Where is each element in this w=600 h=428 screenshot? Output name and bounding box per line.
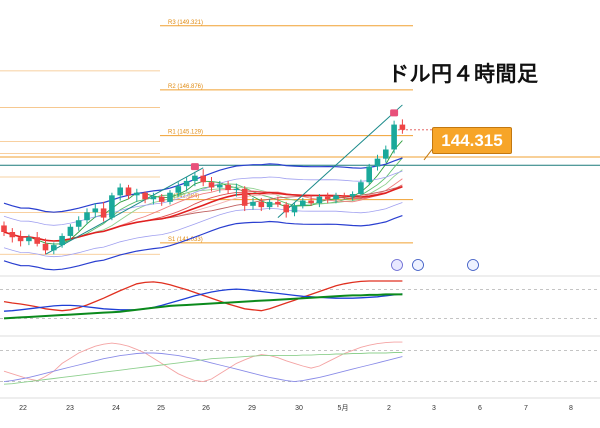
candle-body — [183, 180, 190, 187]
candle-body — [200, 175, 206, 183]
candle-body — [366, 166, 372, 183]
candle-body — [333, 195, 339, 200]
x-tick-label: 25 — [157, 405, 165, 412]
candle-body — [208, 182, 215, 188]
x-tick-label: 5月 — [338, 404, 349, 412]
x-tick-label: 3 — [432, 405, 436, 412]
candle-body — [291, 205, 298, 213]
candle-body — [167, 192, 173, 202]
candle-body — [125, 187, 132, 196]
candle-body — [92, 208, 99, 213]
candle-body — [75, 220, 82, 227]
candle-body — [192, 175, 198, 181]
candle-body — [258, 201, 265, 208]
x-tick-label: 23 — [66, 405, 74, 412]
x-tick-label: 26 — [202, 405, 210, 412]
x-tick-label: 6 — [478, 405, 482, 412]
oscillator-1-series-3 — [3, 293, 403, 320]
x-tick-label: 22 — [19, 405, 27, 412]
candle-body — [283, 204, 289, 213]
event-icon-1 — [391, 259, 403, 271]
candle-body — [84, 212, 90, 221]
signal-marker-2 — [390, 109, 399, 117]
x-tick-label: 29 — [248, 405, 256, 412]
candle-body — [17, 237, 24, 242]
trendline-2 — [277, 104, 403, 218]
pivot-label-r2: R2 (146.876) — [168, 84, 203, 90]
candle-body — [117, 187, 123, 196]
chart-title: ドル円４時間足 — [388, 62, 539, 86]
x-tick-label: 2 — [387, 405, 391, 412]
candle-body — [308, 200, 314, 204]
candle-body — [341, 195, 348, 197]
trendline-1 — [45, 167, 204, 255]
candle-body — [399, 124, 406, 130]
candle-body — [158, 196, 165, 202]
candle-body — [34, 237, 40, 244]
candle-body — [134, 192, 140, 196]
candle-body — [26, 237, 32, 242]
event-icon-3 — [467, 259, 479, 271]
candle-body — [1, 225, 7, 233]
candle-body — [391, 124, 397, 150]
signal-marker-1 — [190, 163, 199, 171]
event-icon-2 — [412, 259, 424, 271]
oscillator-2-series-3 — [3, 352, 403, 385]
candle-body — [100, 208, 107, 218]
band-inner-lower — [3, 202, 403, 258]
oscillator-2-series-1 — [3, 341, 403, 383]
candle-body — [316, 196, 323, 204]
band-basis — [3, 186, 403, 242]
candle-body — [42, 243, 49, 251]
oscillator-1-series-1 — [3, 280, 403, 312]
candle-body — [250, 201, 256, 206]
oscillator-1-series-2 — [3, 288, 403, 312]
x-tick-label: 30 — [295, 405, 303, 412]
candle-body — [217, 184, 223, 188]
candle-body — [175, 186, 182, 193]
candle-body — [142, 192, 148, 200]
candle-body — [150, 196, 157, 200]
moving-average-1 — [3, 140, 403, 245]
oscillator-2-series-2 — [3, 352, 403, 383]
current-price-badge: 144.315 — [432, 127, 512, 154]
candle-body — [225, 184, 231, 191]
candle-body — [109, 195, 115, 218]
candle-body — [275, 201, 281, 205]
x-tick-label: 24 — [112, 405, 120, 412]
candle-body — [9, 232, 16, 238]
candle-body — [300, 200, 306, 206]
band-inner-upper — [3, 170, 403, 226]
candle-body — [51, 245, 57, 251]
candle-body — [324, 196, 331, 200]
candle-body — [59, 235, 65, 246]
candle-body — [374, 158, 381, 167]
x-tick-label: 7 — [524, 405, 528, 412]
x-tick-label: 8 — [569, 405, 573, 412]
candle-body — [67, 226, 74, 236]
candle-body — [358, 182, 364, 195]
candle-body — [241, 188, 248, 206]
candle-body — [266, 201, 273, 208]
candle-body — [383, 149, 389, 159]
candle-body — [349, 194, 356, 197]
pivot-label-r1: R1 (145.129) — [168, 130, 203, 136]
candle-body — [233, 188, 240, 191]
band-lower — [3, 215, 403, 271]
pivot-label-r3: R3 (149.321) — [168, 20, 203, 26]
moving-average-7 — [3, 185, 403, 242]
